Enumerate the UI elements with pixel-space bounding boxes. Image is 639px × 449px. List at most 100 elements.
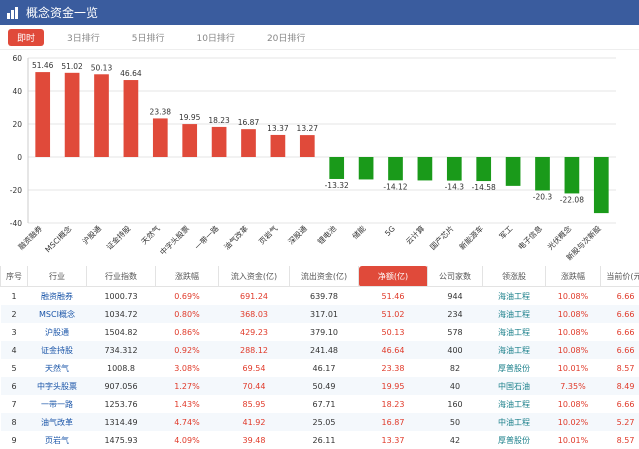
table-cell: 3 [1, 323, 28, 341]
tab[interactable]: 5日排行 [123, 29, 174, 46]
table-cell: 317.01 [290, 305, 359, 323]
bar [212, 127, 227, 157]
table-cell: 288.12 [219, 341, 290, 359]
y-tick-label: 20 [12, 120, 22, 129]
table-cell[interactable]: 海油工程 [483, 341, 546, 359]
y-tick-label: 60 [12, 54, 22, 63]
table-cell: 8.57 [601, 359, 639, 377]
table-cell: 10.01% [546, 359, 601, 377]
data-label: -14.3 [445, 183, 465, 192]
bar [476, 157, 491, 181]
table-cell: 5 [1, 359, 28, 377]
column-header[interactable]: 流出资金(亿) [290, 266, 359, 287]
column-header[interactable]: 行业指数 [87, 266, 156, 287]
table-cell: 1008.8 [87, 359, 156, 377]
table-cell: 1.43% [156, 395, 219, 413]
x-tick-label: 军工 [498, 224, 515, 241]
header: 概念资金一览 [0, 0, 639, 25]
table-cell[interactable]: 融资融券 [28, 287, 87, 306]
bar [329, 157, 344, 179]
column-header[interactable]: 涨跌幅 [156, 266, 219, 287]
column-header[interactable]: 行业 [28, 266, 87, 287]
table-cell: 0.69% [156, 287, 219, 306]
table-cell[interactable]: 海油工程 [483, 323, 546, 341]
x-tick-label: 天然气 [139, 223, 162, 246]
table-cell: 16.87 [359, 413, 428, 431]
x-tick-label: 新能源车 [457, 223, 486, 252]
x-tick-label: 锂电池 [315, 223, 338, 246]
table-cell: 51.46 [359, 287, 428, 306]
table-cell[interactable]: 页岩气 [28, 431, 87, 449]
table-cell: 6.66 [601, 341, 639, 359]
table-cell[interactable]: 一带一路 [28, 395, 87, 413]
table-cell: 1475.93 [87, 431, 156, 449]
column-header[interactable]: 流入资金(亿) [219, 266, 290, 287]
table-cell[interactable]: 海油工程 [483, 305, 546, 323]
table-cell[interactable]: 油气改革 [28, 413, 87, 431]
table-cell: 10.08% [546, 305, 601, 323]
tab[interactable]: 20日排行 [258, 29, 314, 46]
x-tick-label: MSCI概念 [43, 223, 74, 254]
column-header[interactable]: 当前价(元) [601, 266, 639, 287]
table-cell: 40 [428, 377, 483, 395]
x-tick-label: 沪股通 [80, 223, 103, 246]
table-cell[interactable]: 证金持股 [28, 341, 87, 359]
bar [447, 157, 462, 181]
table-cell: 69.54 [219, 359, 290, 377]
tab[interactable]: 3日排行 [58, 29, 109, 46]
table-cell[interactable]: MSCI概念 [28, 305, 87, 323]
column-header[interactable]: 涨跌幅 [546, 266, 601, 287]
table-cell: 67.71 [290, 395, 359, 413]
column-header[interactable]: 领涨股 [483, 266, 546, 287]
data-label: -20.3 [533, 192, 553, 201]
x-tick-label: 深股通 [286, 223, 309, 246]
table-cell: 23.38 [359, 359, 428, 377]
table-cell: 0.86% [156, 323, 219, 341]
column-header[interactable]: 净额(亿) [359, 266, 428, 287]
table-cell: 1 [1, 287, 28, 306]
table-cell: 3.08% [156, 359, 219, 377]
bar [535, 157, 550, 190]
column-header[interactable]: 序号 [1, 266, 28, 287]
table-cell[interactable]: 天然气 [28, 359, 87, 377]
x-tick-label: 页岩气 [256, 223, 279, 246]
data-label: 51.46 [32, 61, 54, 70]
x-tick-label: 中字头股票 [158, 223, 192, 257]
table-cell[interactable]: 中字头股票 [28, 377, 87, 395]
table-cell[interactable]: 中国石油 [483, 377, 546, 395]
column-header[interactable]: 公司家数 [428, 266, 483, 287]
tab[interactable]: 10日排行 [187, 29, 243, 46]
data-label: 13.37 [267, 124, 289, 133]
x-tick-label: 光伏概念 [545, 223, 574, 252]
data-label: 13.27 [297, 124, 319, 133]
table-cell[interactable]: 厚普股份 [483, 359, 546, 377]
table-cell: 578 [428, 323, 483, 341]
x-tick-label: 电子信息 [516, 223, 545, 252]
bar [124, 80, 139, 157]
table-cell: 10.08% [546, 323, 601, 341]
data-label: -14.12 [383, 182, 407, 191]
tab[interactable]: 即时 [8, 29, 44, 46]
data-label: 50.13 [91, 63, 113, 72]
bar [418, 157, 433, 180]
table-cell[interactable]: 中油工程 [483, 413, 546, 431]
table-cell[interactable]: 海油工程 [483, 395, 546, 413]
table-cell: 25.05 [290, 413, 359, 431]
table-cell[interactable]: 厚普股份 [483, 431, 546, 449]
table-cell: 10.08% [546, 287, 601, 306]
header-title: 概念资金一览 [26, 4, 98, 21]
table-cell: 1000.73 [87, 287, 156, 306]
table-cell: 18.23 [359, 395, 428, 413]
table-cell[interactable]: 海油工程 [483, 287, 546, 306]
table-cell: 8.57 [601, 431, 639, 449]
bar [506, 157, 521, 186]
data-label: 23.38 [150, 107, 172, 116]
table-cell: 4 [1, 341, 28, 359]
table-cell: 691.24 [219, 287, 290, 306]
table-cell: 368.03 [219, 305, 290, 323]
table-cell[interactable]: 沪股通 [28, 323, 87, 341]
